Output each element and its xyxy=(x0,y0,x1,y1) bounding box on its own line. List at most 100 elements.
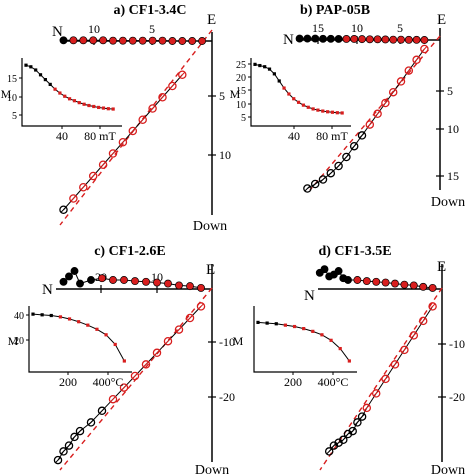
vertical-projection-point xyxy=(349,141,359,151)
vertical-projection-point-slash xyxy=(176,326,182,333)
vertical-projection-point-slash xyxy=(110,150,116,157)
inset-point xyxy=(326,110,330,114)
vertical-projection-point xyxy=(334,161,343,171)
horizontal-projection-point xyxy=(76,279,84,288)
v-tick-label: 10 xyxy=(447,122,459,136)
inset-ylabel: M xyxy=(233,334,244,348)
inset-point xyxy=(267,67,272,71)
inset-ytick-label: 25 xyxy=(236,60,246,71)
inset-point xyxy=(330,110,335,114)
horizontal-projection-point xyxy=(404,35,413,44)
inset-point xyxy=(38,73,43,77)
inset-point xyxy=(101,106,106,110)
vertical-projection-point-slash xyxy=(110,396,116,403)
v-tick-label: -20 xyxy=(449,390,465,404)
horizontal-projection-point xyxy=(118,36,127,45)
panel-b-north-label: N xyxy=(283,32,294,48)
vertical-projection-point xyxy=(362,403,372,413)
vertical-projection-point xyxy=(400,345,409,355)
inset-point xyxy=(67,97,72,101)
vertical-projection-point xyxy=(420,44,429,54)
inset-point xyxy=(77,101,81,105)
vertical-projection-point xyxy=(118,137,128,147)
inset-point xyxy=(306,105,310,109)
vertical-projection-point xyxy=(185,313,195,323)
vertical-projection-point-slash xyxy=(327,170,334,177)
vertical-projection-point xyxy=(348,426,357,436)
vertical-projection-point xyxy=(381,98,390,108)
vertical-projection-point-slash xyxy=(66,442,72,449)
vertical-projection-point-slash xyxy=(121,384,127,391)
inset-xtick-label: 40 xyxy=(56,129,68,143)
vertical-projection-point-slash xyxy=(132,373,138,379)
vertical-projection-point xyxy=(141,360,151,369)
horizontal-projection-point xyxy=(138,36,147,45)
vertical-projection-point-slash xyxy=(340,436,347,443)
horizontal-projection-point xyxy=(397,35,405,44)
inset-point xyxy=(263,65,267,69)
vertical-projection-point xyxy=(357,412,367,421)
vertical-projection-point-slash xyxy=(154,349,160,356)
v-tick-label: -10 xyxy=(449,337,465,351)
horizontal-projection-point xyxy=(358,35,366,44)
inset-point xyxy=(34,68,38,72)
horizontal-projection-point xyxy=(148,36,157,45)
horizontal-projection-point xyxy=(381,35,390,44)
inset-ytick-label: 40 xyxy=(14,311,24,322)
horizontal-projection-point xyxy=(186,282,194,291)
inset-point xyxy=(265,321,269,325)
inset-ytick-label: 20 xyxy=(14,336,24,347)
inset-point xyxy=(320,333,324,337)
horizontal-projection-point xyxy=(400,280,409,289)
horizontal-projection-point xyxy=(175,281,183,290)
horizontal-projection-point xyxy=(65,272,73,281)
vertical-projection-point xyxy=(373,109,382,119)
horizontal-projection-point xyxy=(158,36,167,45)
inset-xtick-label: 200 xyxy=(284,375,302,389)
vertical-projection-point-slash xyxy=(129,128,136,134)
vertical-projection-point-slash xyxy=(60,206,67,213)
vertical-projection-point xyxy=(69,194,78,203)
panel-b-east-label: E xyxy=(437,12,446,28)
horizontal-projection-point xyxy=(99,36,108,45)
horizontal-projection-point xyxy=(168,37,177,45)
panel-d-north-label: N xyxy=(304,288,315,304)
horizontal-projection-point xyxy=(120,276,128,284)
vertical-projection-point-slash xyxy=(390,89,397,96)
inset-xtick-label: 400°C xyxy=(93,375,124,389)
vertical-projection-point-slash xyxy=(410,332,417,339)
vertical-projection-point-slash xyxy=(359,132,365,139)
v-tick-label: 5 xyxy=(447,84,453,98)
horizontal-projection-point xyxy=(372,277,381,286)
horizontal-projection-point xyxy=(87,276,95,284)
inset-point xyxy=(86,323,90,327)
h-tick-label: 10 xyxy=(351,21,363,35)
inset-point xyxy=(40,313,44,317)
inset-xtick-label: 40 xyxy=(288,129,300,143)
vertical-projection-point xyxy=(390,360,400,369)
horizontal-projection-point xyxy=(365,35,374,44)
inset-point xyxy=(316,108,320,112)
horizontal-projection-point xyxy=(79,36,88,45)
inset-point xyxy=(92,104,96,109)
vertical-projection-point-slash xyxy=(60,448,67,455)
vertical-projection-point-slash xyxy=(139,116,146,123)
inset-axes xyxy=(21,58,122,127)
horizontal-projection-point xyxy=(381,278,390,287)
horizontal-projection-point xyxy=(59,36,68,45)
inset-point xyxy=(282,86,286,90)
inset-point xyxy=(311,107,315,111)
vertical-projection-point xyxy=(428,302,437,311)
inset-axes xyxy=(253,306,357,373)
vertical-projection-point xyxy=(53,455,63,465)
vertical-projection-point xyxy=(303,184,312,193)
panel-b-fit-line xyxy=(309,35,441,191)
horizontal-projection-point xyxy=(353,276,362,284)
vertical-projection-point xyxy=(196,302,206,311)
panel-d-down-label: Down xyxy=(431,463,465,476)
panel-b-down-label: Down xyxy=(431,195,465,210)
inset-ylabel: M xyxy=(8,334,19,348)
inset-point xyxy=(67,317,72,321)
vertical-projection-point-slash xyxy=(159,94,166,101)
vertical-projection-point xyxy=(174,325,184,334)
